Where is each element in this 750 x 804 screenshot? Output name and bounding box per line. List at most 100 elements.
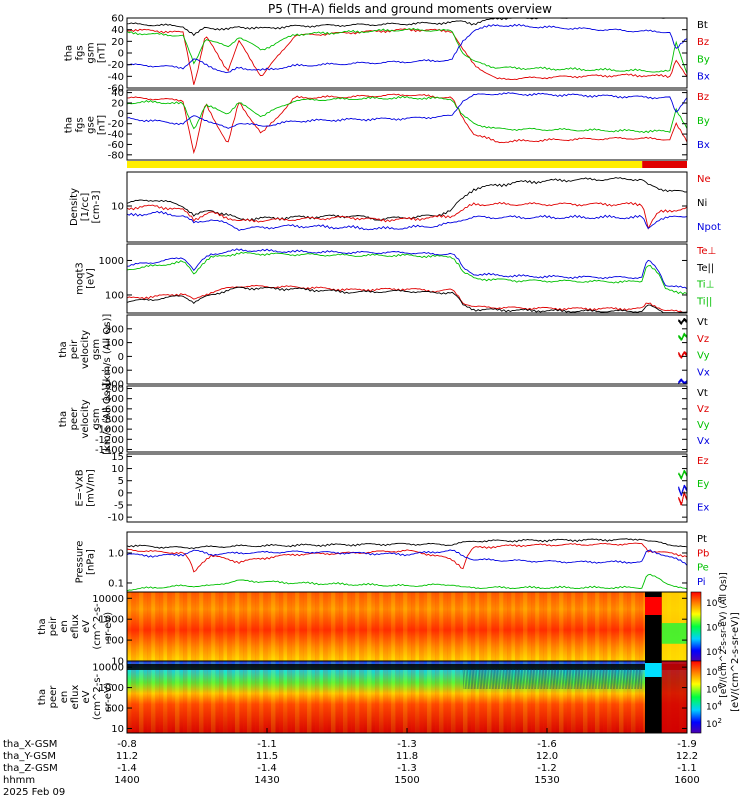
y-tick-label: -40 bbox=[108, 72, 124, 83]
legend-entry: Pb bbox=[697, 548, 709, 559]
series-line-By bbox=[126, 95, 688, 134]
heatmap-noise-streak bbox=[558, 668, 560, 690]
heatmap-column bbox=[559, 661, 564, 733]
heatmap-column bbox=[355, 661, 360, 733]
panel-ylabel: [nT] bbox=[97, 115, 108, 135]
heatmap-noise-streak bbox=[513, 668, 516, 690]
heatmap-column bbox=[487, 592, 492, 661]
heatmap-column bbox=[207, 661, 212, 733]
heatmap-column bbox=[591, 592, 596, 661]
heatmap-column bbox=[283, 592, 288, 661]
heatmap-column bbox=[579, 661, 584, 733]
heatmap-column bbox=[515, 592, 520, 661]
x-tick-label: 1600 bbox=[674, 775, 699, 786]
heatmap-column bbox=[411, 661, 416, 733]
heatmap-noise-streak bbox=[486, 668, 489, 690]
x-tick-label: -1.4 bbox=[257, 763, 277, 774]
heatmap-noise-streak bbox=[507, 668, 510, 690]
heatmap-column bbox=[611, 661, 616, 733]
y-tick-label: 0.1 bbox=[108, 578, 124, 589]
heatmap-column bbox=[255, 661, 260, 733]
heatmap-column bbox=[371, 592, 376, 661]
heatmap-noise-streak bbox=[510, 668, 513, 690]
heatmap-column bbox=[619, 592, 624, 661]
heatmap-column bbox=[315, 592, 320, 661]
heatmap-noise-streak bbox=[523, 668, 526, 690]
heatmap-column bbox=[595, 661, 600, 733]
heatmap-noise-streak bbox=[577, 668, 580, 690]
heatmap-column bbox=[375, 661, 380, 733]
heatmap-noise-streak bbox=[467, 668, 469, 690]
heatmap-column bbox=[147, 661, 152, 733]
heatmap-column bbox=[347, 592, 352, 661]
heatmap-column bbox=[263, 592, 268, 661]
panel-ylabel: velocity bbox=[80, 399, 91, 438]
panel-ylabel: [cm-3] bbox=[91, 190, 102, 223]
x-row-label: tha_Y-GSM bbox=[3, 751, 56, 762]
heatmap-noise-streak bbox=[574, 668, 577, 690]
heatmap-noise-streak bbox=[511, 668, 514, 690]
heatmap-column bbox=[251, 661, 256, 733]
series-line-Ni bbox=[126, 177, 688, 222]
heatmap-column bbox=[227, 661, 232, 733]
heatmap-noise-streak bbox=[501, 668, 504, 690]
panel-ylabel: eflux bbox=[70, 685, 81, 710]
panel-ylabel: [km/s (All Qs)] bbox=[102, 383, 113, 455]
heatmap-column bbox=[503, 661, 508, 733]
heatmap-noise-streak bbox=[567, 668, 569, 690]
heatmap-column bbox=[151, 592, 156, 661]
heatmap-column bbox=[567, 592, 572, 661]
heatmap-tail bbox=[661, 661, 687, 733]
heatmap-column bbox=[387, 592, 392, 661]
heatmap-noise-streak bbox=[631, 668, 634, 690]
heatmap-noise-streak bbox=[520, 668, 523, 690]
heatmap-noise-streak bbox=[514, 668, 517, 690]
heatmap-column bbox=[171, 661, 176, 733]
heatmap-field bbox=[127, 592, 687, 661]
colorbar bbox=[690, 591, 702, 662]
heatmap-column bbox=[127, 661, 132, 733]
heatmap-column bbox=[291, 661, 296, 733]
heatmap-noise-streak bbox=[528, 668, 531, 690]
colorbar-tick-label: 104 bbox=[706, 700, 722, 713]
heatmap-noise-streak bbox=[612, 668, 614, 690]
y-tick-label: -200 bbox=[101, 384, 124, 395]
heatmap-noise-streak bbox=[508, 668, 511, 690]
status-bar-segment bbox=[127, 161, 643, 168]
legend-entry: Bx bbox=[697, 140, 710, 151]
heatmap-noise-streak bbox=[625, 668, 628, 690]
y-tick-label: 1000 bbox=[99, 256, 124, 267]
heatmap-noise-streak bbox=[489, 668, 492, 690]
heatmap-column bbox=[135, 592, 140, 661]
heatmap-column bbox=[199, 661, 204, 733]
heatmap-column bbox=[147, 592, 152, 661]
heatmap-noise-streak bbox=[576, 668, 578, 690]
heatmap-column bbox=[447, 592, 452, 661]
heatmap-column bbox=[247, 661, 252, 733]
heatmap-column bbox=[355, 592, 360, 661]
heatmap-column bbox=[595, 592, 600, 661]
heatmap-column bbox=[451, 592, 456, 661]
x-tick-label: 11.5 bbox=[256, 751, 278, 762]
heatmap-column bbox=[515, 661, 520, 733]
heatmap-column bbox=[471, 592, 476, 661]
heatmap-column bbox=[395, 592, 400, 661]
panel-ylabel: gsm bbox=[91, 339, 102, 360]
heatmap-column bbox=[323, 592, 328, 661]
heatmap-column bbox=[635, 592, 640, 661]
heatmap-column bbox=[607, 592, 612, 661]
heatmap-column bbox=[455, 661, 460, 733]
legend-entry: Te|| bbox=[696, 263, 714, 274]
legend-entry: Pe bbox=[697, 563, 709, 574]
panel-ylabel: fgs bbox=[75, 117, 86, 132]
heatmap-noise-streak bbox=[506, 668, 508, 690]
panel-ylabel: peir bbox=[69, 339, 80, 359]
heatmap-column bbox=[479, 592, 484, 661]
heatmap-column bbox=[335, 592, 340, 661]
heatmap-noise-streak bbox=[613, 668, 616, 690]
heatmap-column bbox=[463, 592, 468, 661]
heatmap-noise-streak bbox=[638, 668, 641, 690]
panel-ylabel: eV bbox=[81, 690, 92, 703]
panel-ylabel: E=-VxB bbox=[75, 469, 86, 506]
